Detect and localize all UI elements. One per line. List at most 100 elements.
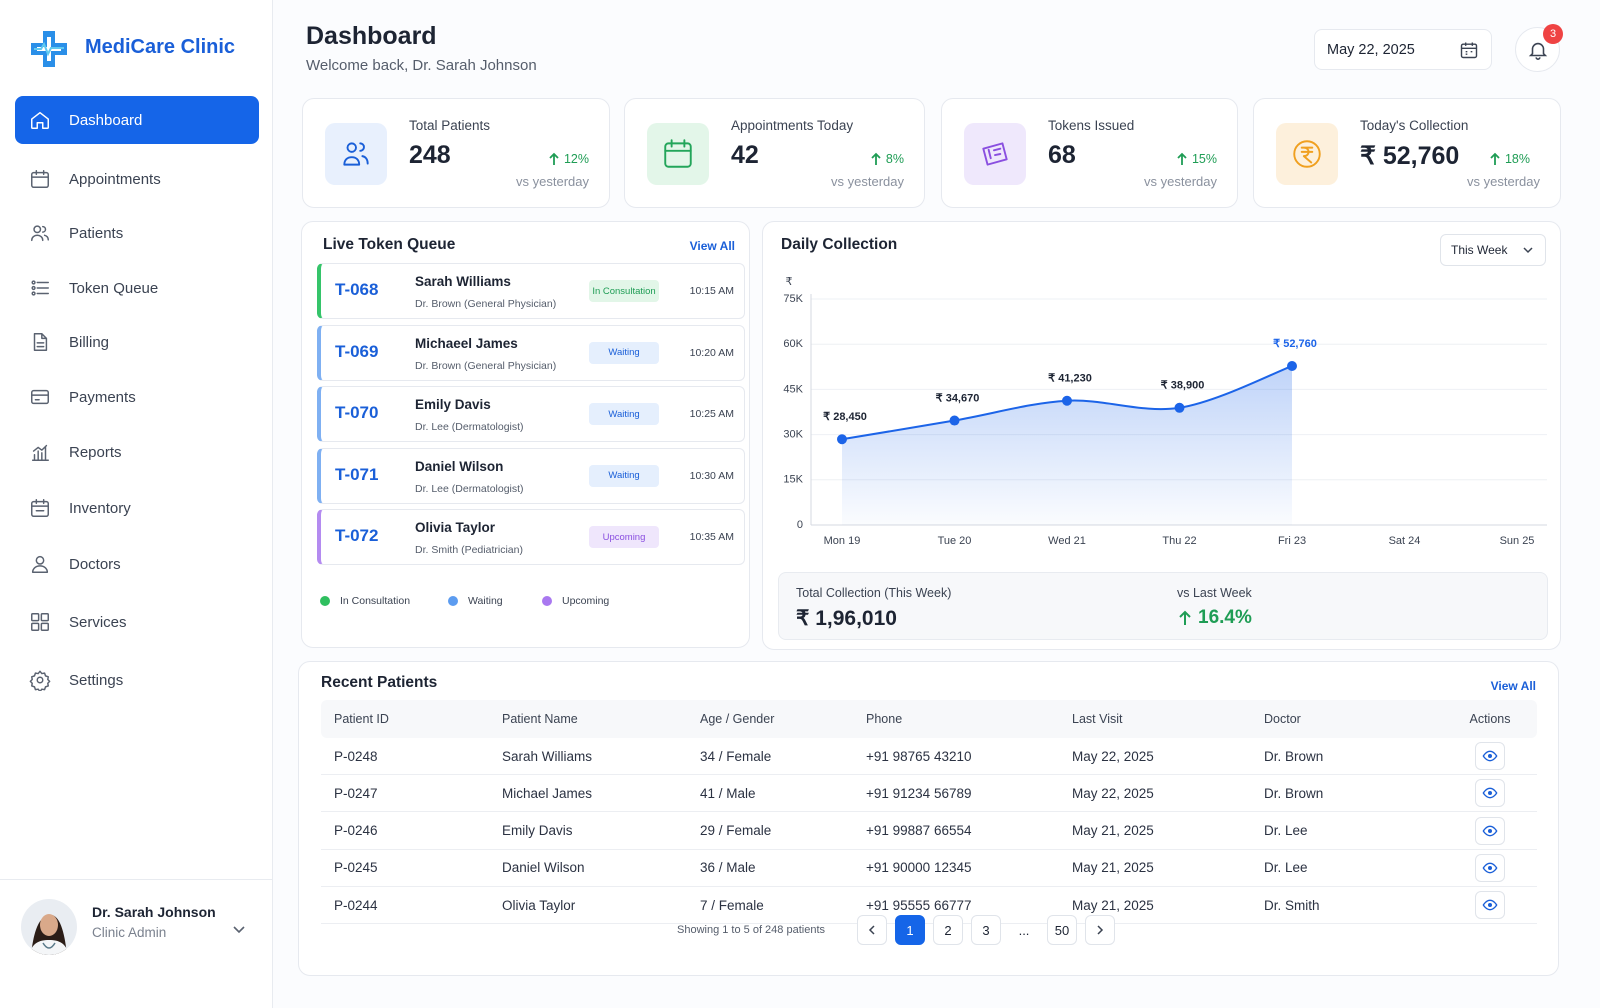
- nav-item[interactable]: Services: [15, 598, 259, 646]
- date-text: May 22, 2025: [1327, 41, 1415, 58]
- nav-item[interactable]: Appointments: [15, 155, 259, 203]
- icon-part: [664, 139, 692, 152]
- token-id: T-071: [335, 464, 379, 484]
- avatar-stethoscope: [42, 942, 56, 949]
- icon-part: [31, 285, 36, 291]
- nav-label: Appointments: [69, 170, 161, 188]
- page-button[interactable]: 2: [933, 915, 963, 945]
- page-arrow[interactable]: [1085, 915, 1115, 945]
- page-button[interactable]: 50: [1047, 915, 1077, 945]
- icon-part: [868, 925, 875, 935]
- doctor-name: Dr. Lee (Dermatologist): [415, 421, 524, 433]
- column-header: Age / Gender: [700, 712, 775, 726]
- legend-label: Waiting: [468, 595, 503, 607]
- date-picker[interactable]: May 22, 2025: [1314, 29, 1492, 70]
- up-arrow: [871, 152, 881, 165]
- summary-label: Total Collection (This Week): [796, 586, 952, 600]
- token-row[interactable]: T-071 Daniel Wilson Dr. Lee (Dermatologist…: [317, 447, 745, 504]
- nav-item[interactable]: Doctors: [15, 540, 259, 588]
- view-button[interactable]: [1475, 891, 1505, 920]
- value-label: ₹ 38,900: [1161, 380, 1205, 392]
- token-time: 10:30 AM: [689, 469, 734, 482]
- y-tick-label: 45K: [783, 383, 803, 395]
- table-cell: May 21, 2025: [1072, 860, 1154, 876]
- stat-card: Appointments Today 42 8% vs yesterday: [624, 98, 925, 208]
- icon-part: [1482, 825, 1498, 836]
- view-all-link[interactable]: View All: [1490, 679, 1536, 693]
- stat-note: vs yesterday: [831, 174, 904, 189]
- nav-item[interactable]: Billing: [15, 318, 259, 366]
- view-button[interactable]: [1475, 816, 1505, 845]
- divider: [0, 879, 272, 880]
- icon-part: [1300, 146, 1314, 164]
- view-button[interactable]: [1475, 853, 1505, 882]
- change-text: 16.4%: [1198, 607, 1252, 628]
- icon-part: [343, 142, 369, 166]
- legend-label: In Consultation: [340, 595, 411, 607]
- token-time: 10:15 AM: [689, 285, 734, 297]
- token-row[interactable]: T-069 Michaeel James Dr. Brown (General Ph…: [317, 324, 745, 381]
- point: [949, 415, 960, 426]
- nav-icon: [31, 111, 49, 129]
- summary-value: ₹ 1,96,010: [796, 607, 897, 630]
- change-text: 12%: [563, 152, 589, 166]
- view-button[interactable]: [1475, 779, 1505, 808]
- table-cell: Dr. Lee: [1264, 860, 1308, 876]
- table-cell: Dr. Smith: [1264, 897, 1320, 913]
- nav-label: Doctors: [69, 555, 121, 573]
- nav-item[interactable]: Token Queue: [15, 264, 259, 312]
- nav-item[interactable]: Dashboard: [15, 96, 259, 144]
- icon-part: [35, 555, 45, 565]
- stat-label: Appointments Today: [731, 118, 854, 133]
- value-label: ₹ 41,230: [1048, 373, 1092, 385]
- patient-name: Emily Davis: [415, 397, 491, 412]
- nav-icon: [31, 170, 49, 188]
- page-arrow[interactable]: [857, 915, 887, 945]
- token-row[interactable]: T-068 Sarah Williams Dr. Brown (General Ph…: [317, 263, 745, 319]
- sidebar: MediCare Clinic Dashboard Appointments Pat…: [0, 0, 273, 1008]
- token-row[interactable]: T-072 Olivia Taylor Dr. Smith (Pediatricia…: [317, 509, 745, 565]
- icon-part: [31, 565, 49, 573]
- user-menu[interactable]: [230, 920, 248, 938]
- point: [1174, 402, 1185, 413]
- point: [1062, 395, 1072, 406]
- nav-item[interactable]: Inventory: [15, 484, 259, 532]
- panel-title: Live Token Queue: [323, 236, 456, 253]
- table-cell: P-0244: [334, 897, 378, 913]
- table-cell: 34 / Female: [700, 748, 772, 764]
- status-pill: Upcoming: [589, 526, 659, 548]
- status-pill: In Consultation: [589, 280, 659, 302]
- nav-icon: [31, 225, 49, 242]
- token-row[interactable]: T-070 Emily Davis Dr. Lee (Dermatologist) W…: [317, 386, 745, 442]
- icon-part: [1488, 754, 1492, 758]
- view-button[interactable]: [1475, 742, 1505, 770]
- x-tick-label: Fri 23: [1278, 535, 1306, 547]
- x-tick-label: Wed 21: [1048, 535, 1086, 547]
- icon-part: [1488, 828, 1492, 833]
- y-axis-label: ₹: [786, 276, 793, 288]
- view-all-link[interactable]: View All: [689, 239, 735, 253]
- nav-item[interactable]: Settings: [15, 656, 259, 704]
- nav-item[interactable]: Patients: [15, 209, 259, 257]
- nav-icon: [31, 444, 49, 461]
- table-cell: May 22, 2025: [1072, 748, 1154, 764]
- user-avatar: [21, 899, 77, 955]
- column-header: Last Visit: [1072, 712, 1123, 726]
- nav-item[interactable]: Payments: [15, 373, 259, 421]
- page-button[interactable]: 3: [971, 915, 1001, 945]
- icon: [664, 139, 692, 168]
- up-arrow: [1177, 152, 1187, 165]
- icon-part: [36, 281, 49, 295]
- dropdown-chevron: [1523, 247, 1533, 254]
- token-time: 10:20 AM: [689, 346, 734, 359]
- page-button[interactable]: 1: [895, 915, 925, 945]
- chevron: [1097, 925, 1104, 935]
- nav-item[interactable]: Reports: [15, 428, 259, 476]
- icon-part: [33, 333, 48, 351]
- icon-part: [664, 142, 692, 168]
- icon: [1293, 140, 1321, 168]
- icon-part: [31, 613, 40, 622]
- compare-change: 16.4%: [1177, 607, 1252, 629]
- value-label: ₹ 52,760: [1273, 338, 1317, 350]
- period-dropdown[interactable]: This Week: [1440, 234, 1546, 266]
